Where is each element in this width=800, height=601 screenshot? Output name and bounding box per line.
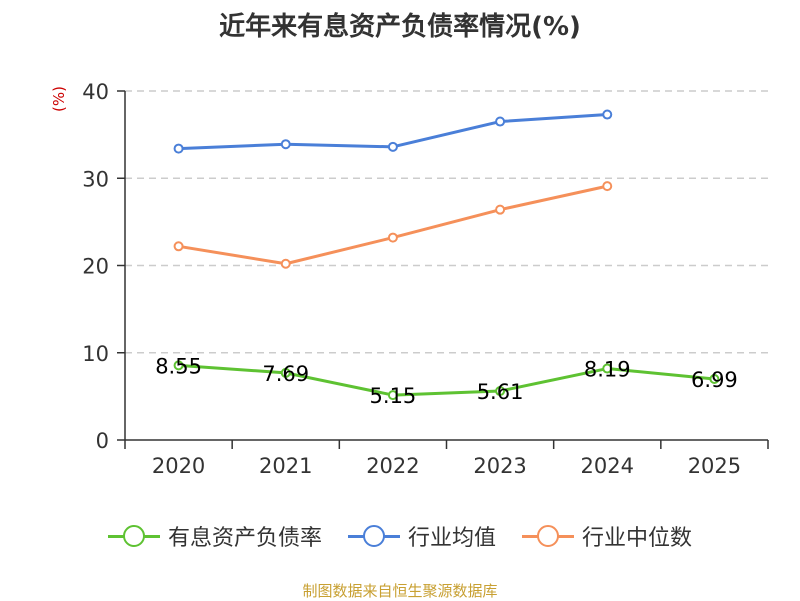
legend-marker-green [107, 525, 160, 547]
data-point [495, 116, 506, 127]
data-point [495, 204, 506, 215]
data-source-note: 制图数据来自恒生聚源数据库 [302, 582, 498, 600]
data-point [387, 141, 398, 152]
data-point [387, 390, 398, 401]
data-label: 6.99 [691, 368, 738, 392]
legend-marker-orange [522, 525, 574, 547]
data-label: 7.69 [262, 362, 309, 386]
y-tick-label: 10 [82, 342, 109, 366]
x-tick-label: 2025 [688, 454, 741, 478]
data-point [280, 367, 291, 378]
y-tick-label: 0 [96, 429, 109, 453]
x-tick-label: 2023 [473, 454, 526, 478]
data-label: 5.61 [477, 380, 524, 404]
data-point [173, 241, 184, 252]
legend-label: 有息资产负债率 [167, 526, 322, 551]
data-point [602, 109, 613, 120]
y-tick-label: 30 [82, 167, 109, 191]
x-tick-label: 2021 [259, 454, 312, 478]
legend-item-industry-mean[interactable]: 行业均值 [347, 520, 496, 552]
data-point [280, 258, 291, 269]
data-point [602, 363, 613, 374]
data-point [495, 386, 506, 397]
series-line-2 [178, 184, 608, 266]
legend-item-industry-median[interactable]: 行业中位数 [522, 520, 692, 552]
series-line-0 [178, 363, 715, 397]
data-label: 5.15 [370, 384, 417, 408]
data-point [709, 374, 720, 385]
data-point [387, 232, 398, 243]
legend-marker-blue [347, 525, 400, 547]
data-label: 8.19 [584, 358, 631, 382]
chart-title: 近年来有息资产负债率情况(%) [219, 12, 581, 42]
data-point [173, 143, 184, 154]
data-point [280, 139, 291, 150]
data-point [602, 181, 613, 192]
legend: 有息资产负债率 行业均值 行业中位数 [0, 520, 800, 552]
legend-label: 行业中位数 [582, 526, 693, 551]
x-tick-label: 2020 [152, 454, 205, 478]
x-tick-label: 2022 [366, 454, 419, 478]
x-tick-label: 2024 [581, 454, 634, 478]
legend-item-interest-debt-ratio[interactable]: 有息资产负债率 [107, 520, 322, 552]
y-tick-label: 20 [82, 255, 109, 279]
y-tick-label: 40 [82, 80, 109, 104]
data-label: 8.55 [155, 354, 202, 378]
data-point [173, 360, 184, 371]
legend-label: 行业均值 [407, 526, 496, 551]
